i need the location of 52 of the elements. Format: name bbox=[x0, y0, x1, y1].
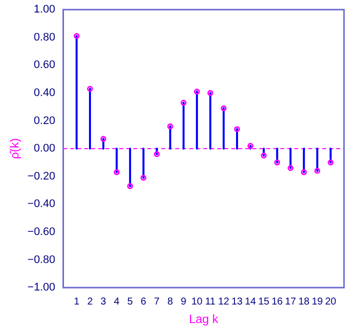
point bbox=[288, 165, 294, 172]
x-tick-label: 19 bbox=[312, 296, 324, 308]
point bbox=[314, 168, 320, 174]
x-tick-label: 16 bbox=[272, 296, 284, 308]
x-tick-label: 2 bbox=[87, 296, 94, 308]
x-tick-label: 18 bbox=[298, 296, 310, 308]
y-tick-label: 1.00 bbox=[34, 4, 56, 16]
x-tick-label: 17 bbox=[284, 296, 297, 308]
point bbox=[234, 126, 240, 132]
point bbox=[180, 100, 187, 106]
point bbox=[328, 160, 334, 166]
x-tick-label: 13 bbox=[231, 296, 244, 308]
y-tick-label: −1.00 bbox=[27, 282, 56, 294]
x-tick-label: 8 bbox=[167, 296, 174, 308]
y-tick-label: 0.20 bbox=[34, 114, 56, 127]
point bbox=[207, 90, 214, 96]
point bbox=[87, 86, 93, 92]
x-tick-label: 5 bbox=[127, 296, 134, 308]
point bbox=[300, 169, 307, 176]
point bbox=[74, 33, 80, 39]
x-tick-label: 3 bbox=[100, 296, 107, 308]
x-tick-label: 9 bbox=[180, 296, 187, 308]
point bbox=[154, 151, 160, 158]
y-tick-label: 0.40 bbox=[34, 87, 56, 100]
y-tick-label: −0.20 bbox=[27, 170, 56, 182]
x-tick-label: 1 bbox=[74, 296, 80, 308]
point bbox=[127, 183, 134, 190]
point bbox=[274, 160, 280, 166]
point bbox=[100, 136, 106, 142]
point bbox=[114, 169, 120, 176]
y-tick-label: 0.00 bbox=[34, 142, 56, 155]
x-tick-label: 6 bbox=[140, 296, 147, 308]
x-tick-label: 11 bbox=[205, 296, 216, 308]
point bbox=[260, 152, 267, 158]
x-tick-label: 14 bbox=[244, 296, 256, 308]
y-tick-label: 0.80 bbox=[34, 31, 56, 44]
y-axis-title: ρ̂(k) bbox=[8, 138, 22, 160]
x-tick-label: 7 bbox=[154, 296, 160, 308]
y-tick-label: 0.60 bbox=[34, 59, 56, 72]
point bbox=[167, 123, 174, 130]
y-tick-label: −0.40 bbox=[27, 198, 56, 210]
x-tick-label: 12 bbox=[218, 296, 230, 308]
y-tick-label: −0.60 bbox=[27, 226, 56, 238]
x-tick-label: 10 bbox=[191, 296, 203, 308]
point bbox=[220, 105, 227, 112]
x-tick-label: 20 bbox=[325, 296, 337, 308]
x-tick-label: 4 bbox=[114, 296, 120, 308]
y-tick-label: −0.80 bbox=[27, 254, 56, 266]
x-axis-title: Lag k bbox=[188, 312, 220, 326]
point bbox=[140, 174, 146, 181]
point bbox=[194, 88, 200, 95]
x-tick-label: 15 bbox=[258, 296, 270, 308]
